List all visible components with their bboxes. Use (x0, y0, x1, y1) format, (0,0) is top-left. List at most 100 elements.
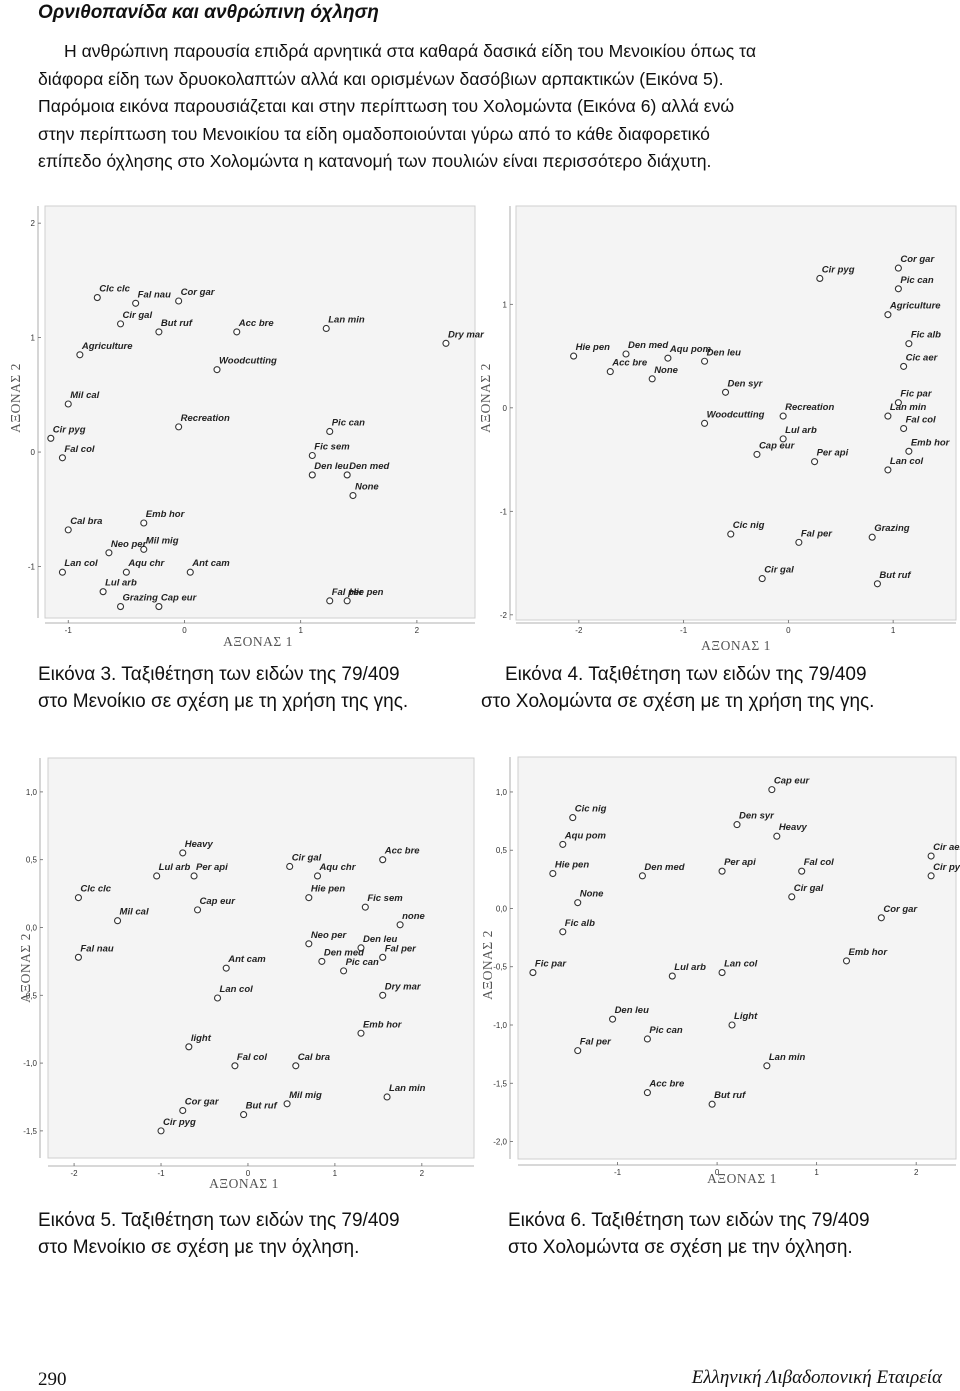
figure-4-svg: -2 -1 0 1 1 0 -1 -2 ΑΞΟΝΑΣ 1 ΑΞΟΝΑΣ 2 Cor gar Cir p… (478, 205, 957, 653)
point-label: Cor gar (900, 254, 935, 265)
data-point (155, 603, 163, 611)
data-point (733, 821, 741, 829)
point-label: Cap eur (759, 440, 796, 451)
data-point (340, 967, 348, 975)
point-label: Fic par (535, 959, 567, 970)
point-label: Acc bre (648, 1079, 685, 1090)
point-label: Fal col (906, 415, 936, 426)
y-tick-label: -2 (500, 611, 508, 620)
y-tick-label: -1 (500, 507, 508, 516)
data-point (811, 458, 819, 466)
figure-6-plot: -1 0 1 2 1,0 0,5 0,0 -0,5 -1,0 -1,5 -2,0 ΑΞΟΝΑΣ 1 ΑΞ… (478, 745, 960, 1198)
point-label: Cir gal (123, 310, 153, 321)
x-tick-label: 1 (298, 626, 303, 635)
x-tick-label: 1 (814, 1168, 819, 1177)
data-point (64, 526, 72, 534)
data-point (308, 471, 316, 479)
y-axis-title: ΑΞΟΝΑΣ 2 (8, 363, 23, 433)
point-label: Recreation (181, 413, 230, 424)
point-label: Fal nau (138, 289, 171, 300)
y-tick-label: -1,5 (23, 1127, 37, 1136)
point-label: Cir gal (292, 852, 322, 863)
point-label: Fal col (237, 1052, 267, 1063)
data-point (648, 375, 656, 383)
point-label: Pic can (649, 1025, 682, 1036)
data-point (64, 400, 72, 408)
data-point (116, 603, 125, 611)
point-label: Lul arb (159, 862, 191, 873)
point-label: Lan min (389, 1083, 426, 1094)
data-point (900, 362, 908, 370)
data-point (609, 1015, 617, 1023)
point-label: Lan col (64, 558, 98, 569)
point-label: Neo per (311, 930, 348, 941)
data-point (643, 1089, 651, 1097)
point-label: Fal per (580, 1037, 612, 1048)
point-label: Grazing (874, 523, 910, 534)
data-point (222, 964, 230, 972)
data-point (99, 588, 107, 596)
point-label: Hie pen (576, 342, 611, 353)
point-label: Fal nau (80, 943, 113, 954)
figure-6-caption: Εικόνα 6. Ταξιθέτηση των ειδών της 79/40… (508, 1207, 870, 1261)
point-label: Lul arb (105, 578, 137, 589)
data-point (326, 597, 334, 605)
y-tick-label: 0 (31, 448, 36, 457)
data-point (379, 856, 387, 864)
x-tick-label: -2 (575, 626, 583, 635)
point-label: Pic can (332, 417, 365, 428)
point-label: Pic can (346, 957, 379, 968)
point-label: Den med (349, 461, 389, 472)
data-point (718, 969, 726, 977)
point-label: Fal col (804, 857, 834, 868)
data-point (76, 351, 84, 359)
point-label: Lan col (724, 959, 758, 970)
data-point (727, 530, 735, 538)
data-point (795, 538, 803, 546)
point-label: Fal col (64, 444, 94, 455)
data-point (322, 324, 330, 333)
y-tick-label: -0,5 (493, 963, 507, 972)
data-point (175, 297, 183, 305)
data-point (58, 454, 66, 462)
point-label: Lan min (890, 402, 927, 413)
point-label: Per api (817, 448, 849, 459)
point-label: Fic alb (911, 330, 941, 341)
paragraph-line: στην περίπτωση του Μενοικίου τα είδη ομα… (38, 123, 710, 144)
data-point (894, 285, 902, 293)
data-point (153, 872, 161, 880)
point-label: Fal per (332, 587, 364, 598)
point-label: Dry mar (448, 329, 485, 340)
y-tick-label: -1 (28, 563, 36, 572)
point-label: Dry mar (385, 981, 422, 992)
plot-frame (44, 205, 476, 619)
point-label: Cap eur (200, 896, 237, 907)
data-point (179, 1106, 187, 1115)
data-point (155, 328, 163, 336)
point-label: Emb hor (911, 437, 951, 448)
data-point (816, 274, 824, 282)
point-label: Cal bra (298, 1052, 330, 1063)
data-point (186, 568, 194, 576)
figure-5-svg: -2 -1 0 1 2 1,0 0,5 0,0 -0,5 -1,0 -1,5 ΑΞΟΝΑΣ 1 ΑΞΟΝ… (18, 757, 475, 1191)
data-point (308, 451, 316, 460)
y-tick-label: -2,0 (493, 1138, 507, 1147)
data-point (357, 944, 365, 952)
x-tick-label: -2 (71, 1169, 79, 1178)
data-point (905, 340, 913, 348)
y-tick-label: 1,0 (26, 788, 38, 797)
point-label: Clc clc (80, 884, 111, 895)
caption-line: Εικόνα 5. Ταξιθέτηση των ειδών της 79/40… (38, 1210, 400, 1231)
data-point (622, 350, 630, 358)
point-label: Fal per (385, 943, 417, 954)
paragraph-line: Η ανθρώπινη παρουσία επιδρά αρνητικά στα… (64, 41, 757, 61)
figure-3-caption: Εικόνα 3. Ταξιθέτηση των ειδών της 79/40… (38, 661, 408, 715)
data-point (559, 928, 567, 936)
data-point (779, 435, 787, 443)
data-point (379, 991, 387, 999)
data-point (396, 921, 404, 929)
point-label: Lan col (220, 984, 254, 995)
point-label: Per api (196, 862, 228, 873)
figure-5-plot: -2 -1 0 1 2 1,0 0,5 0,0 -0,5 -1,0 -1,5 ΑΞΟΝΑΣ 1 ΑΞΟΝ… (0, 748, 478, 1201)
data-point (842, 957, 851, 965)
